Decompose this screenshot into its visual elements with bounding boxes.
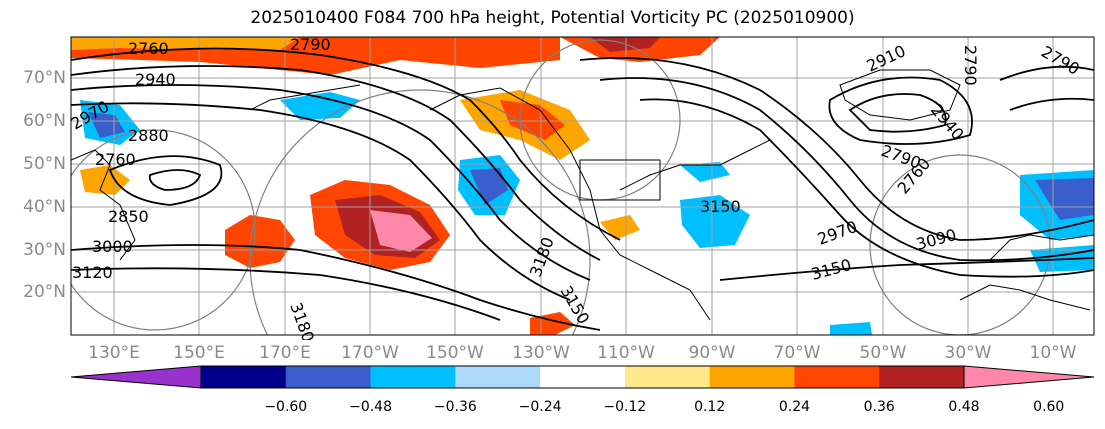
contour-label: 3150	[700, 197, 741, 216]
colorbar-arrow-left	[70, 365, 202, 389]
contour-label: 2760	[95, 150, 136, 169]
contour-label: 2790	[290, 35, 331, 54]
lon-label: 170°E	[259, 343, 311, 363]
map-panel: 2760 2790 2940 2970 2880 2760 2850 3000 …	[68, 35, 1095, 340]
contour-label: 3120	[72, 263, 113, 282]
height-contours	[71, 47, 1094, 331]
contour-label: 2850	[108, 207, 149, 226]
lon-label: 130°E	[88, 343, 140, 363]
lat-label: 40°N	[23, 197, 66, 217]
coastlines	[71, 69, 1094, 321]
colorbar-arrow-right	[963, 365, 1095, 389]
colorbar-swatch	[794, 366, 880, 388]
lon-label: 170°W	[341, 343, 399, 363]
colorbar-swatch	[285, 366, 372, 388]
map-title: 2025010400 F084 700 hPa height, Potentia…	[250, 8, 855, 28]
lon-label: 50°W	[859, 343, 907, 363]
lat-label: 30°N	[23, 240, 66, 260]
colorbar-swatch	[370, 366, 456, 388]
lon-label: 150°W	[426, 343, 484, 363]
lat-label: 60°N	[23, 111, 66, 131]
colorbar-tick-label: 0.12	[694, 399, 726, 415]
lon-label: 10°W	[1029, 343, 1077, 363]
colorbar-tick-label: 0.24	[778, 399, 811, 415]
contour-label: 3000	[92, 237, 133, 256]
colorbar-tick-label: −0.24	[518, 399, 562, 415]
contour-label: 2880	[128, 126, 169, 145]
colorbar-tick-label: −0.60	[264, 399, 308, 415]
colorbar-frame	[200, 365, 965, 389]
lon-label: 150°E	[173, 343, 225, 363]
lat-label: 70°N	[23, 68, 66, 88]
colorbar-swatch	[540, 366, 626, 388]
lat-label: 50°N	[23, 154, 66, 174]
pv-shading	[71, 37, 1094, 335]
lon-label: 90°W	[688, 343, 736, 363]
lon-label: 70°W	[773, 343, 821, 363]
colorbar-tick-label: 0.48	[948, 399, 980, 415]
contour-label: 2760	[128, 39, 169, 58]
contour-label: 2940	[135, 70, 176, 89]
colorbar-tick-label: −0.36	[433, 399, 477, 415]
colorbar-swatch	[455, 366, 541, 388]
lon-label: 30°W	[944, 343, 992, 363]
colorbar-swatch	[879, 366, 965, 388]
map-background	[71, 37, 1094, 335]
map-frame	[70, 36, 1095, 336]
contour-labels: 2760 2790 2940 2970 2880 2760 2850 3000 …	[68, 35, 1083, 340]
colorbar-swatch	[624, 366, 711, 388]
lon-label: 130°W	[512, 343, 570, 363]
lat-label: 20°N	[23, 282, 66, 302]
lon-label: 110°W	[597, 343, 655, 363]
colorbar-swatch	[709, 366, 795, 388]
colorbar-tick-label: 0.36	[863, 399, 895, 415]
contour-label: 2790	[961, 45, 980, 86]
colorbar-tick-label: −0.48	[349, 399, 392, 415]
colorbar-swatch	[201, 366, 287, 388]
colorbar-tick-label: −0.12	[603, 399, 647, 415]
colorbar-tick-label: 0.60	[1033, 399, 1065, 415]
reference-circles	[71, 39, 1051, 335]
